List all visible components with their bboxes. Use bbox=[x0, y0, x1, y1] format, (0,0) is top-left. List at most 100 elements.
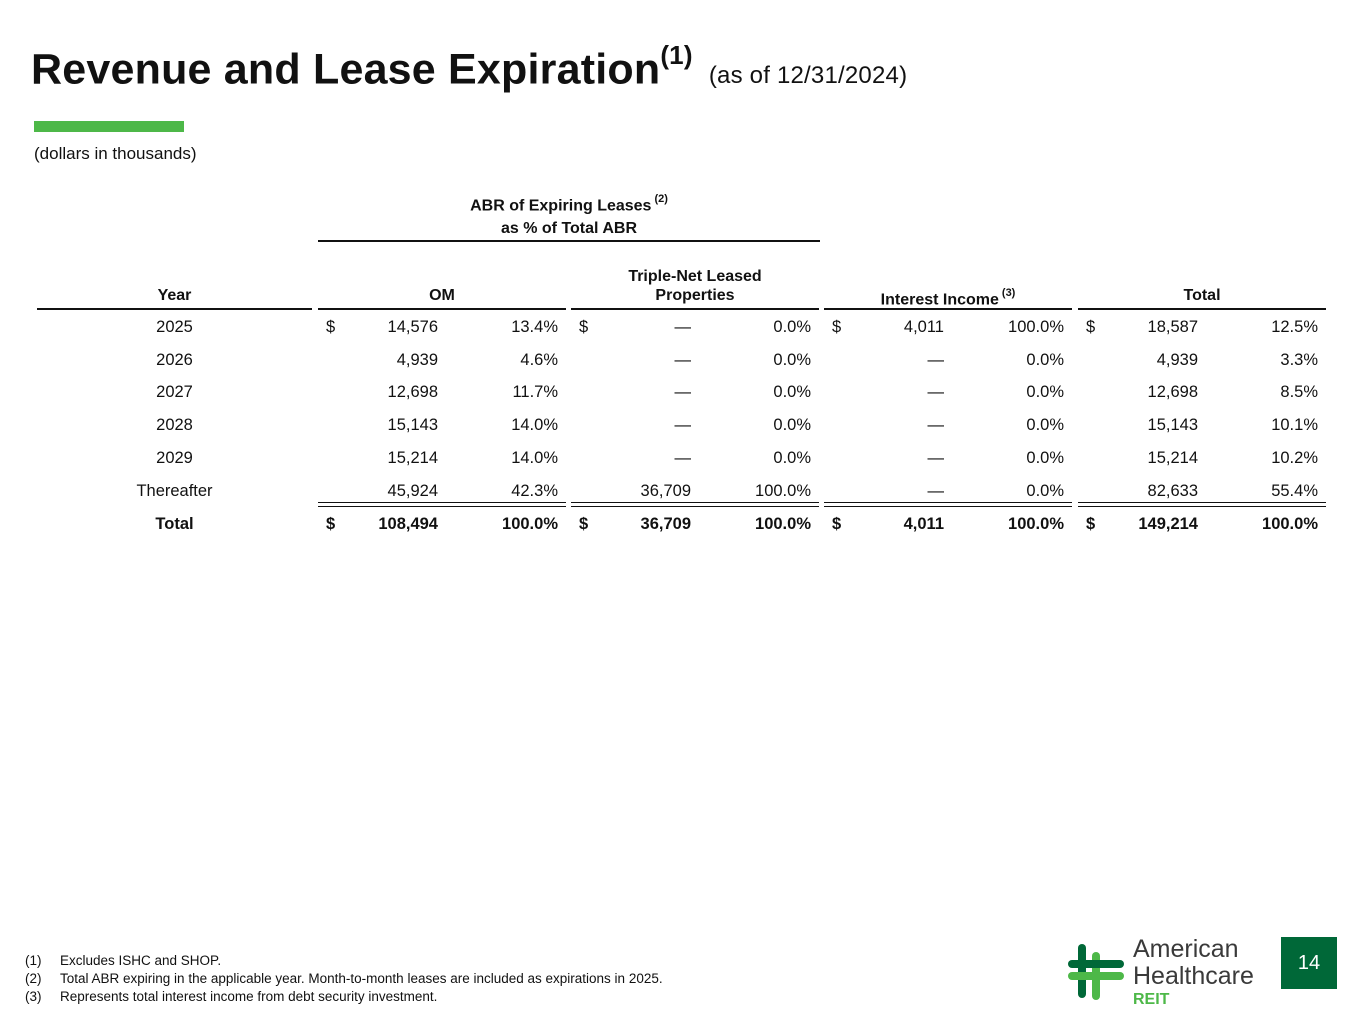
cell-year: Thereafter bbox=[136, 481, 213, 500]
cell-year: 2028 bbox=[156, 416, 193, 435]
cell-tnlp-value: — bbox=[674, 449, 692, 468]
cell-total-percent: 55.4% bbox=[1271, 481, 1318, 500]
header-rule-year bbox=[37, 308, 312, 310]
cell-om-currency bbox=[318, 344, 358, 377]
total-rule-tnlp bbox=[571, 502, 819, 507]
cell-tnlp-percent: 100.0% bbox=[755, 481, 811, 500]
logo-line-reit: REIT bbox=[1133, 991, 1170, 1008]
footnotes: (1) Excludes ISHC and SHOP. (2) Total ABR … bbox=[25, 952, 663, 1006]
cell-tnlp-percent: 0.0% bbox=[773, 317, 811, 336]
cell-interest-percent: 0.0% bbox=[1026, 481, 1064, 500]
cell-year: Total bbox=[155, 514, 194, 533]
cell-om-value: 45,924 bbox=[387, 481, 438, 500]
cell-om-value: 15,143 bbox=[387, 416, 438, 435]
cell-interest-percent: 0.0% bbox=[1026, 416, 1064, 435]
cell-total-value: 15,214 bbox=[1147, 449, 1198, 468]
cell-interest-currency: $ bbox=[832, 514, 842, 533]
cell-om-percent: 14.0% bbox=[511, 449, 558, 468]
cell-tnlp-currency: $ bbox=[579, 514, 589, 533]
cell-tnlp-value: 36,709 bbox=[640, 481, 691, 500]
logo-cross-icon bbox=[1068, 944, 1124, 1000]
cell-total-percent: 8.5% bbox=[1280, 383, 1318, 402]
cell-year: 2025 bbox=[156, 317, 193, 336]
group-header-rule bbox=[318, 240, 820, 242]
cell-om-percent: 14.0% bbox=[511, 416, 558, 435]
cell-om-value: 12,698 bbox=[387, 383, 438, 402]
group-header-footnote-marker: (2) bbox=[654, 193, 668, 205]
cell-total-percent: 10.1% bbox=[1271, 416, 1318, 435]
total-rule-om bbox=[318, 502, 566, 507]
cell-om-value: 14,576 bbox=[387, 317, 438, 336]
cell-om-value: 15,214 bbox=[387, 449, 438, 468]
footnote-3: (3) Represents total interest income from… bbox=[25, 989, 438, 1004]
page-title-text: Revenue and Lease Expiration bbox=[31, 45, 661, 94]
cell-tnlp-percent: 0.0% bbox=[773, 449, 811, 468]
company-logo: American Healthcare REIT bbox=[1066, 936, 1266, 1012]
cell-total-currency: $ bbox=[1086, 514, 1096, 533]
cell-total-value: 149,214 bbox=[1138, 514, 1198, 533]
col-header-total: Total bbox=[1183, 287, 1221, 304]
total-row: Total $108,494 100.0% $36,709 100.0% $4,011 10… bbox=[37, 508, 1326, 541]
cell-total-currency: $ bbox=[1086, 317, 1096, 336]
cell-interest-percent: 0.0% bbox=[1026, 449, 1064, 468]
cell-om-value: 4,939 bbox=[396, 350, 438, 369]
col-header-tnlp-line1: Triple-Net Leased bbox=[628, 268, 762, 285]
cell-interest-value: — bbox=[927, 481, 945, 500]
title-footnote-marker: (1) bbox=[660, 40, 693, 70]
cell-total-value: 4,939 bbox=[1156, 350, 1198, 369]
cell-interest-value: — bbox=[927, 449, 945, 468]
cell-interest-currency bbox=[824, 344, 864, 377]
cell-interest-value: 4,011 bbox=[903, 514, 944, 533]
group-header-line2: as % of Total ABR bbox=[500, 220, 637, 237]
logo-line-american: American bbox=[1133, 935, 1239, 963]
cell-om-percent: 42.3% bbox=[511, 481, 558, 500]
cell-interest-percent: 0.0% bbox=[1026, 383, 1064, 402]
cell-total-percent: 100.0% bbox=[1262, 514, 1318, 533]
col-header-om: OM bbox=[429, 287, 455, 304]
cell-om-currency: $ bbox=[326, 514, 336, 533]
cell-interest-currency bbox=[824, 442, 864, 475]
cell-total-currency bbox=[1078, 377, 1118, 410]
total-rule-interest bbox=[824, 502, 1072, 507]
col-header-tnlp-line2: Properties bbox=[655, 287, 735, 304]
cell-interest-value: 4,011 bbox=[903, 317, 944, 336]
cell-total-percent: 3.3% bbox=[1280, 350, 1318, 369]
cell-total-currency bbox=[1078, 409, 1118, 442]
logo-wordmark: American Healthcare REIT bbox=[1133, 936, 1254, 1010]
cell-year: 2029 bbox=[156, 449, 193, 468]
cell-om-value: 108,494 bbox=[378, 514, 438, 533]
cell-tnlp-value: — bbox=[674, 416, 692, 435]
cell-interest-percent: 100.0% bbox=[1008, 317, 1064, 336]
cell-tnlp-value: — bbox=[674, 317, 692, 336]
cell-tnlp-currency: $ bbox=[579, 317, 589, 336]
cell-om-currency bbox=[318, 409, 358, 442]
header-rule-om bbox=[318, 308, 566, 310]
cell-interest-percent: 0.0% bbox=[1026, 350, 1064, 369]
cell-tnlp-currency bbox=[571, 377, 611, 410]
table-row: Thereafter 45,924 42.3% 36,709 100.0% — 0.0% 82… bbox=[37, 475, 1326, 508]
table-row: 2028 15,143 14.0% — 0.0% — 0.0% 15,143 10.1% bbox=[37, 409, 1326, 442]
cell-tnlp-value: — bbox=[674, 350, 692, 369]
cell-om-currency: $ bbox=[326, 317, 336, 336]
group-header-text: ABR of Expiring Leases bbox=[470, 197, 652, 215]
col-header-interest: Interest Income (3) bbox=[824, 286, 1072, 309]
cell-total-percent: 12.5% bbox=[1271, 317, 1318, 336]
cell-total-value: 18,587 bbox=[1147, 317, 1198, 336]
cell-om-percent: 11.7% bbox=[512, 383, 558, 402]
cell-year: 2027 bbox=[156, 383, 193, 402]
cell-tnlp-currency bbox=[571, 344, 611, 377]
cell-tnlp-percent: 100.0% bbox=[755, 514, 811, 533]
cell-tnlp-currency bbox=[571, 409, 611, 442]
cell-total-percent: 10.2% bbox=[1271, 449, 1318, 468]
cell-interest-currency bbox=[824, 377, 864, 410]
units-note: (dollars in thousands) bbox=[34, 144, 197, 163]
table-row: 2025 $14,576 13.4% $ — 0.0% $4,011 100.0% $18,58… bbox=[37, 311, 1326, 344]
header-rule-tnlp bbox=[571, 308, 819, 310]
cell-interest-percent: 100.0% bbox=[1008, 514, 1064, 533]
footnote-2: (2) Total ABR expiring in the applicable … bbox=[25, 971, 663, 986]
cell-om-percent: 13.4% bbox=[511, 317, 558, 336]
cell-total-value: 82,633 bbox=[1147, 481, 1198, 500]
logo-line-healthcare: Healthcare bbox=[1133, 962, 1254, 990]
cell-tnlp-percent: 0.0% bbox=[773, 350, 811, 369]
header-rule-interest bbox=[824, 308, 1072, 310]
